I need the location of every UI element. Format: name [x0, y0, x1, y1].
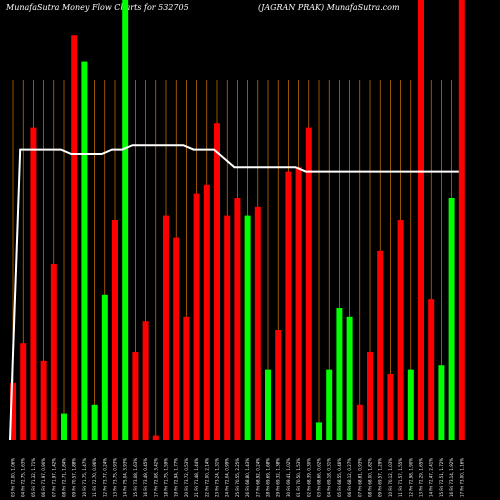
bar [203, 184, 210, 440]
x-tick-label: 06 Fri 71.97, 0.90% [41, 458, 46, 497]
x-tick-label: 27 Fri 68.92, 0.24% [255, 458, 260, 497]
x-tick-label: 12 Fri 72.98, 1.90% [408, 458, 413, 497]
x-tick-label: 18 Fri 71.75, 1.59% [164, 458, 169, 497]
x-tick-label: 05 Fri 71.32, 1.71% [31, 458, 36, 497]
x-tick-label: 03 Fri 68.66, 0.62% [317, 458, 322, 497]
x-tick-label: 10 Fri 70.12, 1.03% [388, 458, 393, 497]
bar [316, 422, 322, 440]
bar [91, 404, 98, 440]
x-tick-label: 17 Fri 72.08, 3.42% [153, 458, 158, 497]
bar [305, 127, 312, 440]
x-tick-label: 19 Fri 72.94, 1.77% [174, 458, 179, 497]
x-tick-label: 30 Fri 69.41, 1.02% [286, 458, 291, 497]
bar [377, 250, 384, 440]
x-tick-label: 17 Fri 73.00, 1.16% [459, 458, 464, 497]
bar [61, 413, 67, 440]
bar [142, 321, 149, 440]
x-tick-label: 24 Fri 72.04, 0.99% [225, 458, 230, 497]
bar [438, 365, 445, 440]
bar [336, 308, 343, 440]
x-tick-label: 23 Fri 73.24, 1.31% [215, 458, 220, 497]
bar [326, 369, 333, 440]
x-tick-label: 13 Fri 72.29, 1.65% [419, 458, 424, 497]
x-tick-label: 05 Fri 68.55, 0.46% [337, 458, 342, 497]
bar [132, 352, 139, 440]
bar [30, 127, 37, 440]
bar [40, 360, 47, 440]
bar [214, 123, 220, 440]
bar [285, 171, 292, 440]
x-tick-label: 15 Fri 72.51, 1.72% [439, 458, 444, 497]
bar [254, 206, 261, 440]
bar [295, 167, 302, 440]
x-tick-label: 15 Fri 73.08, 1.63% [133, 458, 138, 497]
bar [356, 404, 363, 440]
bar [346, 316, 353, 440]
bars [10, 0, 465, 440]
bar [428, 299, 435, 440]
x-tick-label: 08 Fri 72.71, 1.84% [62, 458, 67, 497]
x-tick-label: 20 Fri 73.72, 0.53% [184, 458, 189, 497]
bar [407, 369, 414, 440]
bar [387, 374, 394, 440]
x-tick-label: 04 Fri 69.18, 0.31% [327, 458, 332, 497]
bar [101, 294, 108, 440]
bar [448, 198, 455, 440]
x-tick-label: 11 Fri 72.70, 0.96% [92, 458, 97, 497]
x-tick-label: 04 Fri 72.75, 1.63% [21, 458, 26, 497]
bar [173, 237, 180, 440]
money-flow-line [9, 144, 459, 441]
bar [122, 0, 129, 440]
x-tick-label: 08 Fri 68.00, 1.82% [368, 458, 373, 497]
bar [50, 264, 57, 440]
x-tick-label: 12 Fri 73.77, 0.24% [102, 458, 107, 497]
x-tick-label: 16 Fri 73.14, 1.92% [449, 458, 454, 497]
bar [193, 193, 200, 440]
bar [163, 215, 169, 440]
x-tick-label: 02 Fri 68.39, 0.30% [306, 458, 311, 497]
bar [71, 35, 78, 440]
x-tick-labels: 03 Fri 72.00, 1.06% 04 Fri 72.75, 1.63% 05… [11, 458, 465, 497]
bar [81, 61, 88, 440]
x-tick-label: 29 Fri 69.32, 1.38% [276, 458, 281, 497]
bar [275, 330, 282, 440]
x-tick-label: 16 Fri 73.49, 0.45% [143, 458, 148, 497]
x-tick-label: 21 Fri 71.48, 1.44% [194, 458, 199, 497]
bar [152, 435, 159, 440]
x-tick-label: 22 Fri 72.00, 2.14% [204, 458, 209, 497]
bar [458, 0, 465, 440]
x-tick-label: 14 Fri 72.47, 2.41% [429, 458, 434, 497]
x-tick-label: 06 Fri 68.12, 0.27% [347, 458, 352, 497]
bar [112, 220, 118, 440]
x-tick-label: 09 Fri 70.57, 1.88% [72, 458, 77, 497]
bar [265, 369, 271, 440]
bar [183, 316, 190, 440]
bar [234, 198, 241, 440]
x-tick-label: 07 Fri 68.81, 0.93% [357, 458, 362, 497]
bar [20, 343, 27, 440]
x-tick-label: 28 Fri 69.69, 1.68% [266, 458, 271, 497]
bar [244, 215, 251, 440]
x-tick-label: 11 Fri 71.57, 1.55% [398, 458, 403, 497]
x-tick-label: 14 Fri 75.04, 3.93% [123, 458, 128, 497]
bar [10, 382, 16, 440]
bar [397, 220, 404, 440]
bar [418, 0, 424, 440]
x-tick-label: 07 Fri 71.97, 1.42% [51, 458, 56, 497]
bar [367, 352, 373, 440]
chart-title-right: (JAGRAN PRAK) MunafaSutra.com [258, 3, 400, 12]
x-tick-label: 26 Fri 68.80, 1.43% [245, 458, 250, 497]
x-tick-label: 25 Fri 70.55, 2.25% [235, 458, 240, 497]
chart-title-left: MunafaSutra Money Flow Charts for 532705 [5, 3, 189, 12]
x-tick-label: 13 Fri 73.75, 0.93% [113, 458, 118, 497]
x-tick-label: 09 Fri 69.57, 1.29% [378, 458, 383, 497]
x-tick-label: 10 Fri 71.75, 1.47% [82, 458, 87, 497]
x-tick-label: 01 Fri 70.50, 1.53% [296, 458, 301, 497]
bar [224, 215, 231, 440]
x-tick-label: 03 Fri 72.00, 1.06% [11, 458, 16, 497]
